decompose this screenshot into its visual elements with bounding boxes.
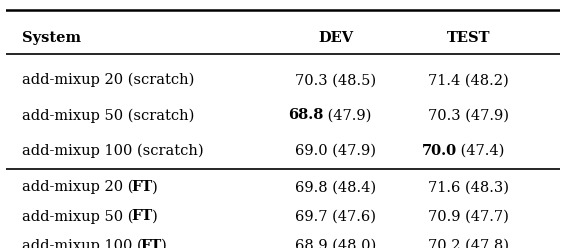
Text: add-mixup 100 (scratch): add-mixup 100 (scratch) bbox=[22, 144, 204, 158]
Text: 69.7 (47.6): 69.7 (47.6) bbox=[295, 209, 376, 223]
Text: 71.4 (48.2): 71.4 (48.2) bbox=[428, 73, 509, 87]
Text: 71.6 (48.3): 71.6 (48.3) bbox=[428, 180, 509, 194]
Text: add-mixup 20 (: add-mixup 20 ( bbox=[22, 180, 134, 194]
Text: (47.4): (47.4) bbox=[456, 144, 504, 158]
Text: System: System bbox=[22, 31, 82, 45]
Text: ): ) bbox=[161, 239, 167, 248]
Text: 69.8 (48.4): 69.8 (48.4) bbox=[295, 180, 376, 194]
Text: (47.9): (47.9) bbox=[323, 108, 372, 123]
Text: TEST: TEST bbox=[447, 31, 491, 45]
Text: FT: FT bbox=[131, 209, 153, 223]
Text: add-mixup 100 (: add-mixup 100 ( bbox=[22, 238, 143, 248]
Text: 70.3 (47.9): 70.3 (47.9) bbox=[428, 108, 509, 123]
Text: FT: FT bbox=[140, 239, 162, 248]
Text: add-mixup 50 (: add-mixup 50 ( bbox=[22, 209, 134, 223]
Text: FT: FT bbox=[131, 180, 153, 194]
Text: 68.8: 68.8 bbox=[289, 108, 324, 123]
Text: 70.2 (47.8): 70.2 (47.8) bbox=[428, 239, 509, 248]
Text: 69.0 (47.9): 69.0 (47.9) bbox=[295, 144, 376, 158]
Text: 70.3 (48.5): 70.3 (48.5) bbox=[295, 73, 376, 87]
Text: ): ) bbox=[152, 209, 158, 223]
Text: ): ) bbox=[152, 180, 158, 194]
Text: DEV: DEV bbox=[318, 31, 353, 45]
Text: add-mixup 20 (scratch): add-mixup 20 (scratch) bbox=[22, 73, 195, 88]
Text: 70.9 (47.7): 70.9 (47.7) bbox=[428, 209, 509, 223]
Text: 68.9 (48.0): 68.9 (48.0) bbox=[295, 239, 376, 248]
Text: add-mixup 50 (scratch): add-mixup 50 (scratch) bbox=[22, 108, 195, 123]
Text: 70.0: 70.0 bbox=[422, 144, 457, 158]
